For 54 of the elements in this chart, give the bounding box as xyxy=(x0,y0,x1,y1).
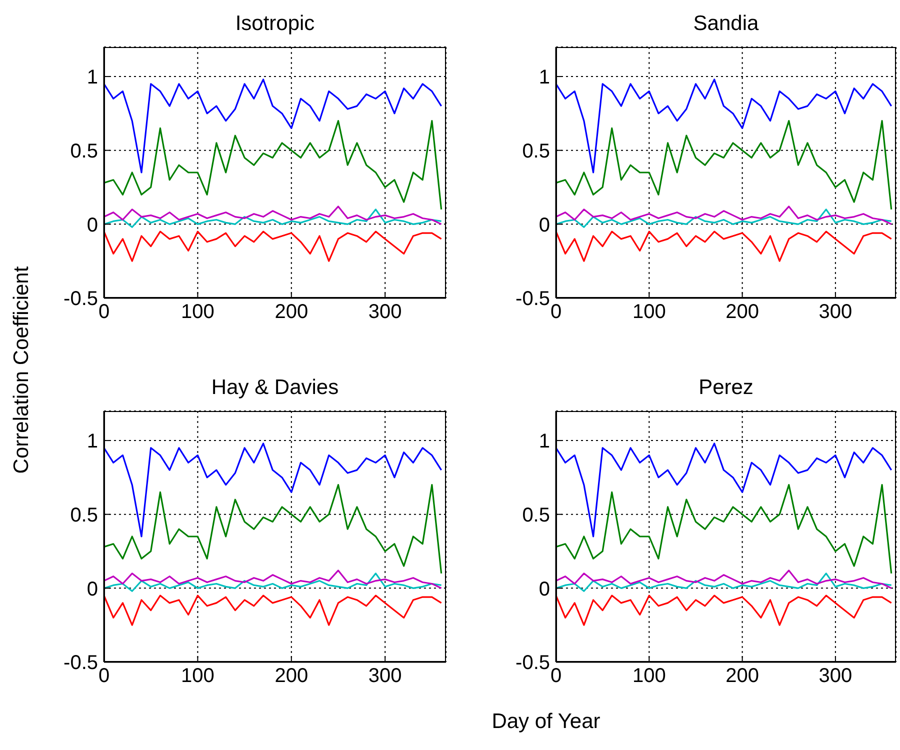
line-series xyxy=(104,206,442,225)
chart-title: Isotropic xyxy=(234,12,316,36)
y-tick-label: 0.5 xyxy=(522,140,550,162)
x-axis-title: Day of Year xyxy=(490,710,602,734)
x-tick-label: 300 xyxy=(368,665,402,688)
y-tick-label: 0 xyxy=(538,214,550,236)
line-series xyxy=(556,594,892,626)
y-tick-label: 0 xyxy=(86,214,98,236)
chart-title: Sandia xyxy=(692,12,760,36)
y-tick-label: 1 xyxy=(86,66,98,89)
line-series xyxy=(556,78,892,174)
y-tick-label: 0.5 xyxy=(522,504,550,526)
chart-title: Hay & Davies xyxy=(210,376,340,400)
x-tick-label: 100 xyxy=(181,301,214,324)
x-tick-label: 300 xyxy=(368,301,402,324)
line-series xyxy=(104,442,442,538)
line-series xyxy=(556,206,892,225)
y-tick-label: 0 xyxy=(86,578,98,600)
y-tick-label: 0.5 xyxy=(70,140,98,162)
y-tick-label: 0.5 xyxy=(70,504,98,526)
line-series xyxy=(104,484,442,574)
x-tick-label: 200 xyxy=(726,665,759,688)
y-tick-label: -0.5 xyxy=(64,288,98,310)
line-series xyxy=(104,594,442,626)
y-tick-label: 0 xyxy=(538,578,550,600)
x-tick-label: 100 xyxy=(181,665,214,688)
y-tick-label: -0.5 xyxy=(516,288,550,310)
x-tick-label: 300 xyxy=(818,665,852,688)
y-tick-label: 1 xyxy=(538,430,550,453)
line-series xyxy=(556,230,892,262)
y-tick-label: 1 xyxy=(86,430,98,453)
x-tick-label: 300 xyxy=(818,301,852,324)
line-series xyxy=(556,442,892,538)
x-tick-label: 200 xyxy=(274,665,308,688)
y-tick-label: 1 xyxy=(538,66,550,89)
x-tick-label: 200 xyxy=(726,301,759,324)
line-series xyxy=(104,230,442,262)
chart-title: Perez xyxy=(698,376,754,400)
line-series xyxy=(104,120,442,210)
x-tick-label: 100 xyxy=(632,301,666,324)
line-series xyxy=(104,78,442,174)
line-series xyxy=(556,208,892,228)
line-series xyxy=(104,572,442,592)
line-series xyxy=(556,484,892,574)
x-tick-label: 100 xyxy=(632,665,666,688)
line-series xyxy=(556,572,892,592)
y-axis-title: Correlation Coefficient xyxy=(10,266,34,474)
line-series xyxy=(104,570,442,589)
line-series xyxy=(556,120,892,210)
y-tick-label: -0.5 xyxy=(516,652,550,674)
line-series xyxy=(556,570,892,589)
y-tick-label: -0.5 xyxy=(64,652,98,674)
x-tick-label: 200 xyxy=(274,301,308,324)
line-series xyxy=(104,208,442,228)
